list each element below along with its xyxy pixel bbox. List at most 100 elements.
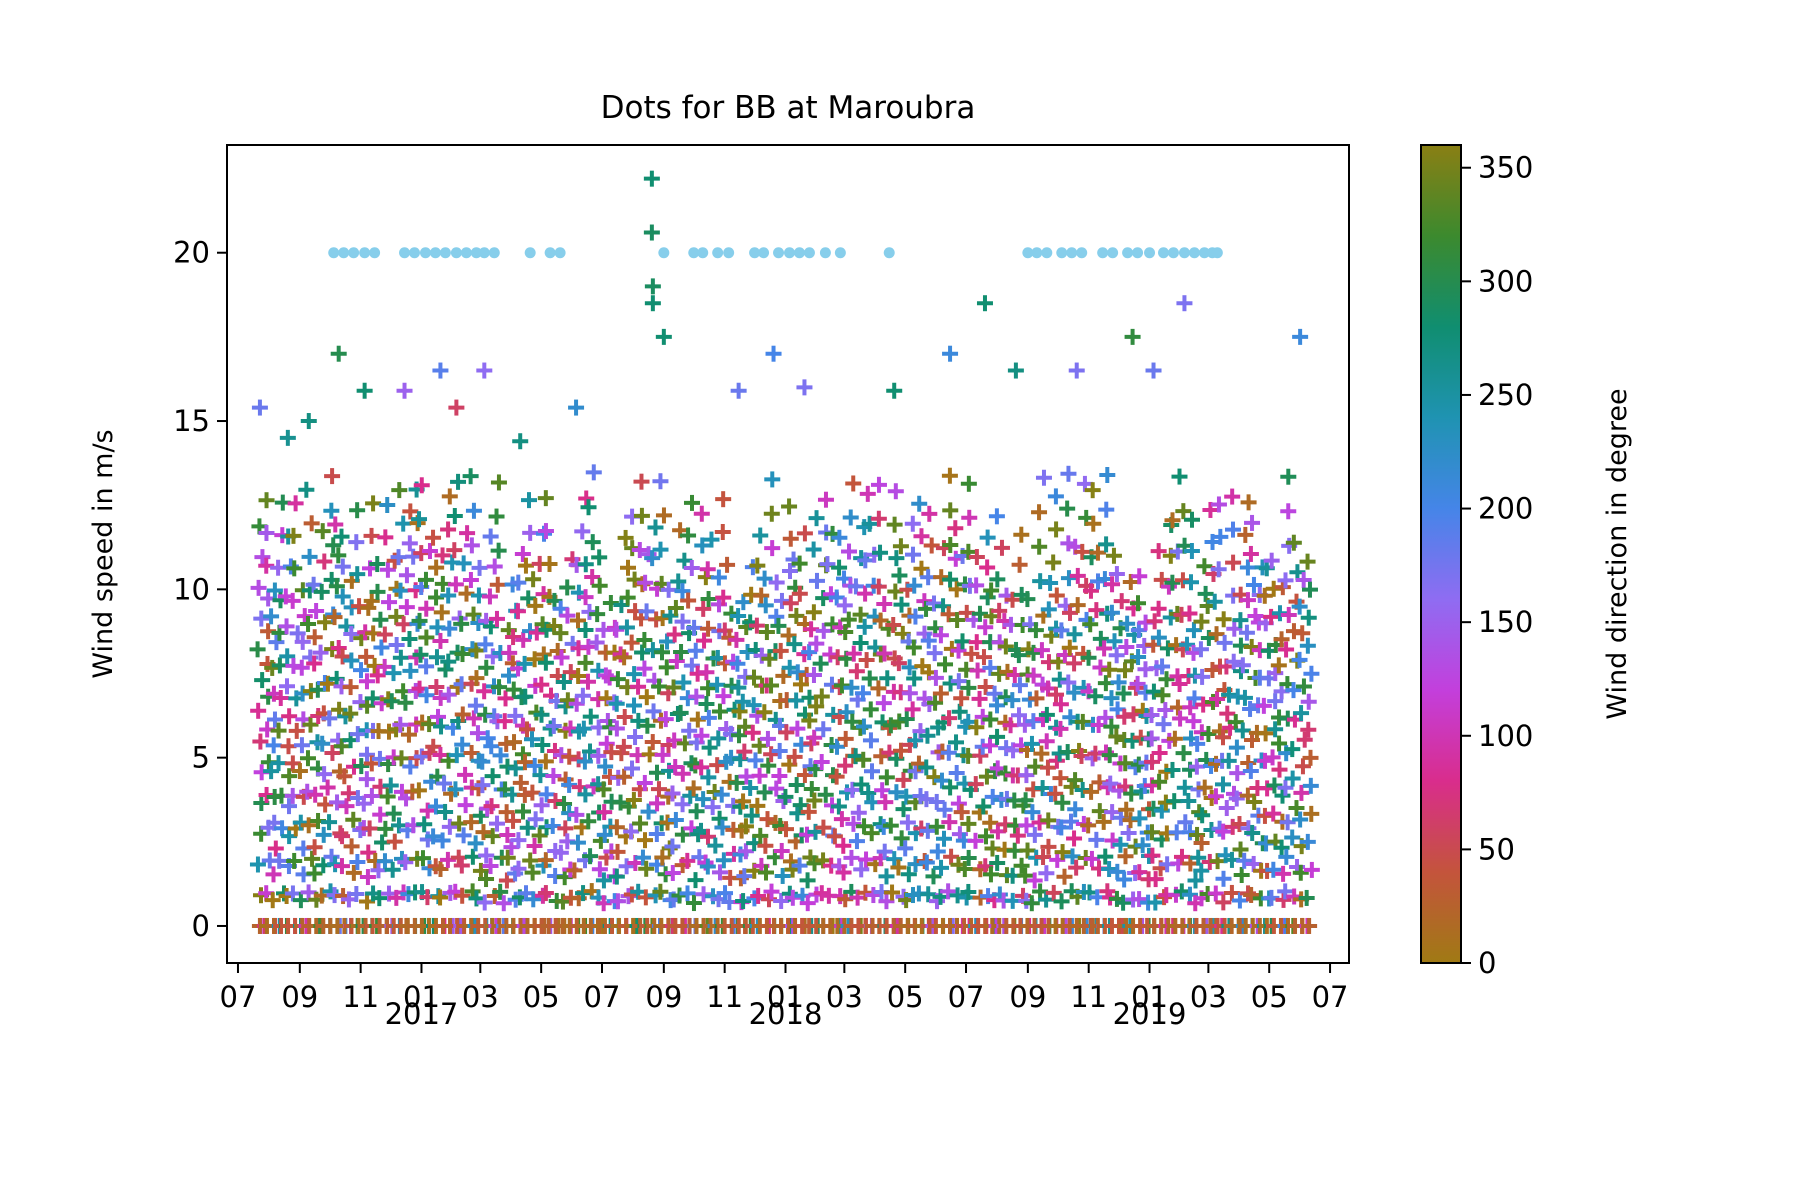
wind-marker [373, 639, 390, 656]
wind-marker [432, 746, 449, 763]
wind-marker [876, 843, 893, 860]
wind-marker [843, 849, 860, 866]
wind-marker [863, 825, 880, 842]
wind-marker [638, 860, 655, 877]
wind-marker [538, 786, 555, 803]
wind-marker [537, 490, 554, 507]
wind-marker [482, 528, 499, 545]
wind-marker [544, 817, 561, 834]
wind-marker [715, 491, 732, 508]
wind-marker [647, 519, 664, 536]
wind-marker [512, 774, 529, 791]
wind-marker [983, 582, 1000, 599]
wind-marker [596, 804, 613, 821]
wind-marker [715, 589, 732, 606]
wind-marker [365, 495, 382, 512]
wind-marker [281, 768, 298, 785]
wind-marker [377, 820, 394, 837]
wind-marker [545, 767, 562, 784]
wind-marker [948, 581, 965, 598]
wind-marker [928, 818, 945, 835]
wind-marker [859, 485, 876, 502]
wind-marker [620, 559, 637, 576]
wind-marker [579, 673, 596, 690]
wind-marker [490, 542, 507, 559]
wind-marker [489, 576, 506, 593]
wind-marker [882, 817, 899, 834]
wind-marker [596, 826, 613, 843]
wind-marker [626, 666, 643, 683]
wind-marker [933, 772, 950, 789]
wind-marker [1026, 872, 1043, 889]
wind-marker [848, 833, 865, 850]
wind-marker [798, 826, 815, 843]
wind-marker [960, 713, 977, 730]
wind-marker [590, 747, 607, 764]
wind-marker [890, 655, 907, 672]
wind-marker [271, 852, 288, 869]
wind-marker [638, 603, 655, 620]
wind-marker [703, 531, 720, 548]
wind-marker [853, 776, 870, 793]
wind-marker [437, 803, 454, 820]
wind-marker [306, 839, 323, 856]
wind-marker [349, 726, 366, 743]
wind-marker [699, 561, 716, 578]
wind-marker [353, 758, 370, 775]
wind-marker [409, 615, 426, 632]
wind-marker [833, 677, 850, 694]
wind-marker [777, 788, 794, 805]
wind-marker [258, 557, 275, 574]
wind-marker [768, 608, 785, 625]
wind-marker [496, 713, 513, 730]
wind-marker [686, 619, 703, 636]
wind-marker [588, 634, 605, 651]
wind-marker [731, 703, 748, 720]
wind-marker [570, 668, 587, 685]
wind-marker [416, 816, 433, 833]
wind-marker [509, 603, 526, 620]
wind-marker [327, 516, 344, 533]
wind-marker [932, 627, 949, 644]
wind-marker [278, 618, 295, 635]
wind-marker [298, 481, 315, 498]
wind-marker [623, 823, 640, 840]
wind-marker [580, 499, 597, 516]
wind-marker [355, 795, 372, 812]
wind-marker [568, 806, 585, 823]
wind-marker [906, 670, 923, 687]
wind-marker [349, 502, 366, 519]
wind-marker [333, 528, 350, 545]
wind-marker [878, 893, 895, 910]
wind-marker [828, 768, 845, 785]
wind-marker [630, 678, 647, 695]
wind-marker [391, 482, 408, 499]
wind-marker [448, 747, 465, 764]
wind-marker [799, 872, 816, 889]
wind-marker [627, 729, 644, 746]
wind-marker [324, 744, 341, 761]
wind-marker [253, 795, 270, 812]
wind-marker [863, 763, 880, 780]
wind-marker [440, 686, 457, 703]
wind-marker [674, 613, 691, 630]
wind-marker [822, 646, 839, 663]
wind-marker [901, 685, 918, 702]
wind-marker [472, 862, 489, 879]
wind-marker [841, 543, 858, 560]
wind-marker [303, 515, 320, 532]
wind-marker [759, 730, 776, 747]
wind-marker [838, 704, 855, 721]
wind-marker [904, 701, 921, 718]
wind-marker [285, 527, 302, 544]
wind-marker [771, 742, 788, 759]
wind-marker [699, 858, 716, 875]
wind-marker [768, 780, 785, 797]
wind-marker [812, 655, 829, 672]
wind-marker [1027, 622, 1044, 639]
wind-marker [897, 840, 914, 857]
wind-marker [577, 589, 594, 606]
wind-marker [561, 748, 578, 765]
wind-marker [455, 555, 472, 572]
wind-marker [768, 574, 785, 591]
